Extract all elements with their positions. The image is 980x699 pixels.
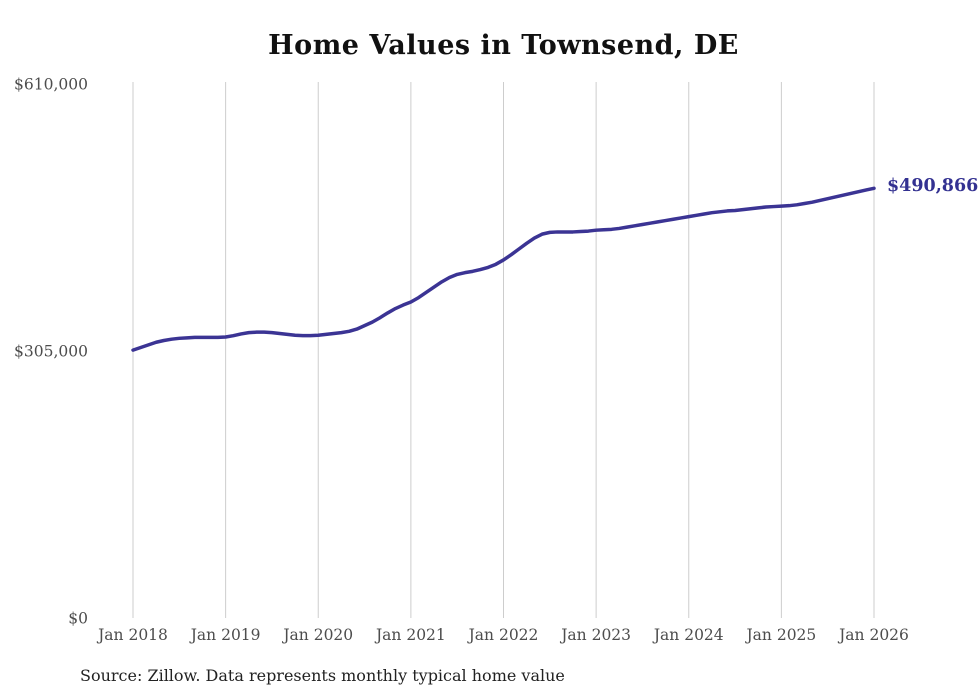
x-tick-label: Jan 2018 (96, 626, 168, 644)
series-end-value-label: $490,866 (887, 176, 979, 197)
x-tick-label: Jan 2022 (467, 626, 539, 644)
home-value-line (131, 186, 876, 352)
chart-title: Home Values in Townsend, DE (268, 30, 739, 61)
x-tick-label: Jan 2024 (652, 626, 724, 644)
y-tick-label: $305,000 (14, 343, 88, 361)
y-tick-label: $610,000 (14, 76, 88, 94)
x-tick-label: Jan 2019 (189, 626, 261, 644)
x-tick-label: Jan 2021 (374, 626, 446, 644)
source-note: Source: Zillow. Data represents monthly … (80, 666, 565, 685)
y-tick-label: $0 (68, 610, 88, 628)
x-tick-label: Jan 2020 (281, 626, 353, 644)
x-tick-label: Jan 2023 (559, 626, 631, 644)
x-tick-label: Jan 2026 (837, 626, 909, 644)
x-tick-label: Jan 2025 (744, 626, 816, 644)
